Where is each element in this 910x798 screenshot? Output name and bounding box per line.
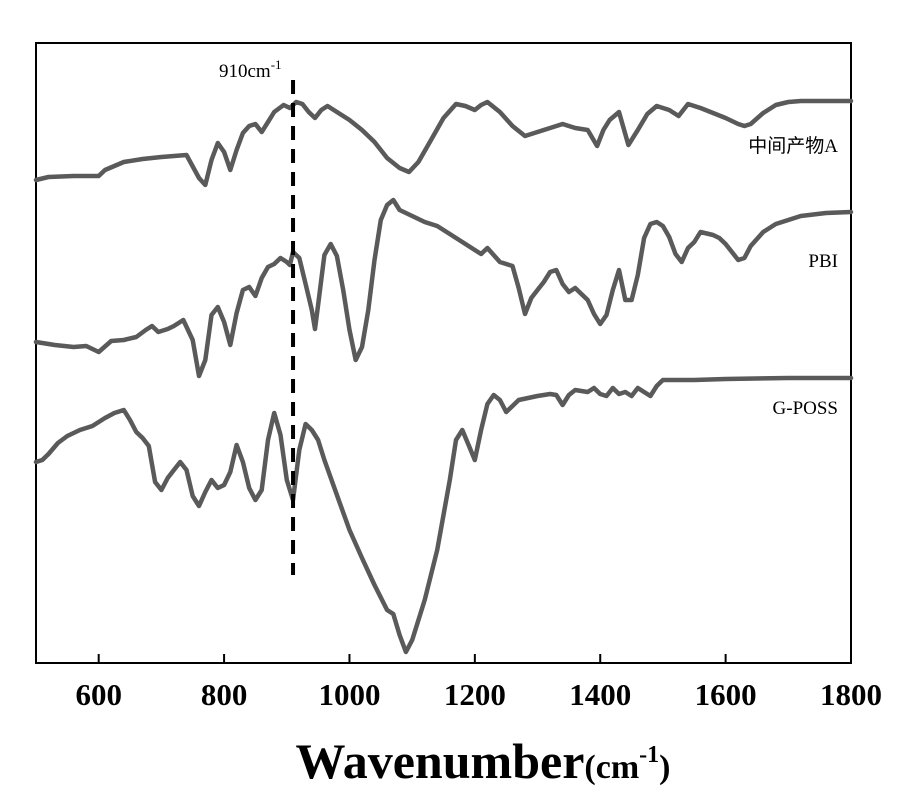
x-tick-label-1800: 1800 xyxy=(820,677,882,712)
series-curve-1 xyxy=(36,101,851,185)
x-tick-label-1200: 1200 xyxy=(444,677,506,712)
ftir-spectra-chart: 910cm-1 中间产物APBIG-POSS 60080010001200140… xyxy=(0,0,910,798)
x-tick-label-600: 600 xyxy=(75,677,122,712)
x-tick-label-1000: 1000 xyxy=(318,677,380,712)
x-tick-label-1400: 1400 xyxy=(569,677,631,712)
series-curve-2 xyxy=(36,200,851,376)
series-label-2: PBI xyxy=(808,251,838,272)
x-axis-unit: (cm xyxy=(584,749,639,786)
spectra-curves xyxy=(36,101,851,652)
series-curve-3 xyxy=(36,378,851,652)
x-axis-title: Wavenumber(cm-1) xyxy=(296,733,671,789)
x-axis-unit-sup: -1 xyxy=(639,742,659,768)
plot-frame xyxy=(36,43,851,663)
marker-label-text: 910cm xyxy=(219,61,271,82)
x-tick-label-1600: 1600 xyxy=(695,677,757,712)
marker-label: 910cm-1 xyxy=(219,57,282,82)
series-label-3: G-POSS xyxy=(773,398,838,419)
marker-label-sup: -1 xyxy=(271,57,282,72)
x-axis-unit-close: ) xyxy=(659,749,670,786)
series-label-1: 中间产物A xyxy=(748,135,838,157)
x-axis-title-text: Wavenumber xyxy=(296,733,585,789)
x-tick-label-800: 800 xyxy=(201,677,248,712)
